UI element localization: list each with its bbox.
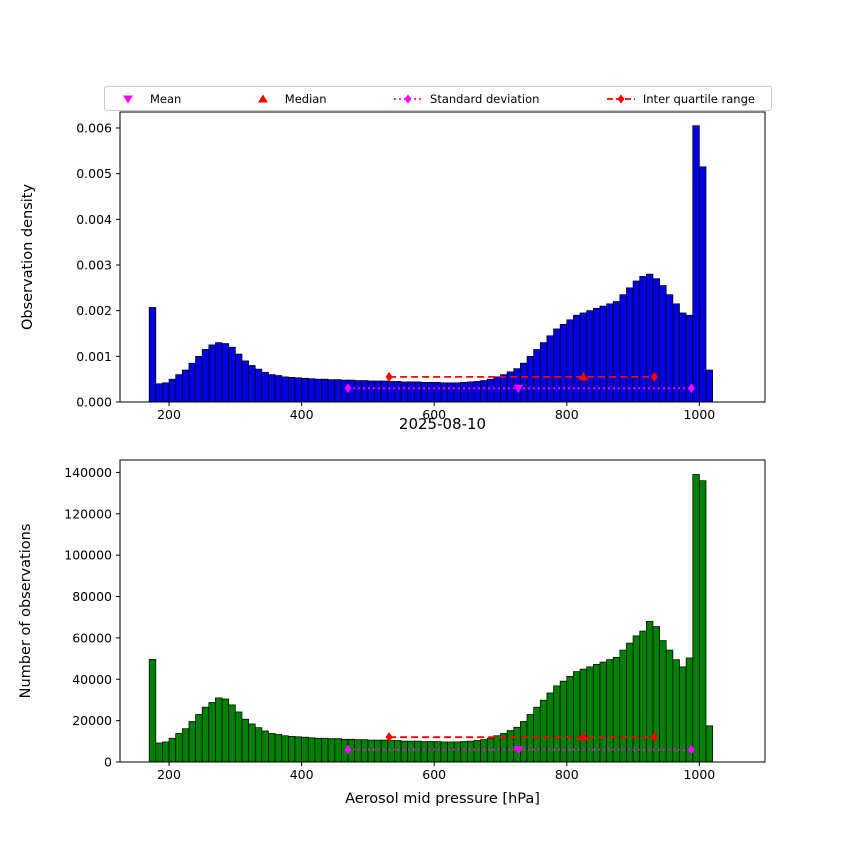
svg-text:200: 200 [157,767,181,782]
legend-item-std: Standard deviation [393,92,539,106]
legend-label-median: Median [284,91,327,106]
svg-text:0.002: 0.002 [76,303,112,318]
svg-text:400: 400 [290,767,314,782]
legend-label-iqr: Inter quartile range [642,91,755,106]
legend: Mean Median Standard deviation Inter qua… [104,86,772,111]
svg-text:800: 800 [555,767,579,782]
legend-item-iqr: Inter quartile range [606,92,755,106]
svg-text:120000: 120000 [64,506,112,521]
iqr-marker-icon [606,92,636,106]
chart-title: 2025-08-10 [398,415,487,433]
svg-text:400: 400 [290,407,314,422]
svg-text:140000: 140000 [64,465,112,480]
mean-marker-icon [113,92,143,106]
svg-text:0.001: 0.001 [76,349,112,364]
svg-text:0.004: 0.004 [76,212,112,227]
legend-item-mean: Mean [113,92,181,106]
svg-text:0.000: 0.000 [76,395,112,410]
svg-text:0.003: 0.003 [76,257,112,272]
legend-label-std: Standard deviation [430,91,540,106]
svg-text:0: 0 [104,755,112,770]
svg-text:100000: 100000 [64,548,112,563]
legend-item-median: Median [248,92,327,106]
svg-text:1000: 1000 [683,767,715,782]
svg-text:60000: 60000 [72,630,112,645]
svg-text:600: 600 [422,767,446,782]
svg-text:0.005: 0.005 [76,166,112,181]
observations-histogram: 200 400 600 800 1000 0 20000 40000 60000 80000 100… [18,459,766,807]
svg-text:Aerosol mid pressure [hPa]: Aerosol mid pressure [hPa] [345,791,540,807]
median-marker-icon [248,92,278,106]
density-histogram: 200 400 600 800 1000 0.000 0.001 0.002 0.003 0.00… [20,111,766,422]
legend-label-mean: Mean [150,91,182,106]
svg-text:80000: 80000 [72,589,112,604]
svg-text:Observation density: Observation density [20,184,36,330]
svg-text:800: 800 [555,407,579,422]
svg-text:Number of observations: Number of observations [18,524,34,699]
svg-text:40000: 40000 [72,672,112,687]
svg-text:1000: 1000 [683,407,715,422]
svg-text:600: 600 [422,407,446,422]
std-deviation-marker-icon [393,92,423,106]
svg-text:200: 200 [157,407,181,422]
svg-text:0.006: 0.006 [76,120,112,135]
svg-text:20000: 20000 [72,713,112,728]
